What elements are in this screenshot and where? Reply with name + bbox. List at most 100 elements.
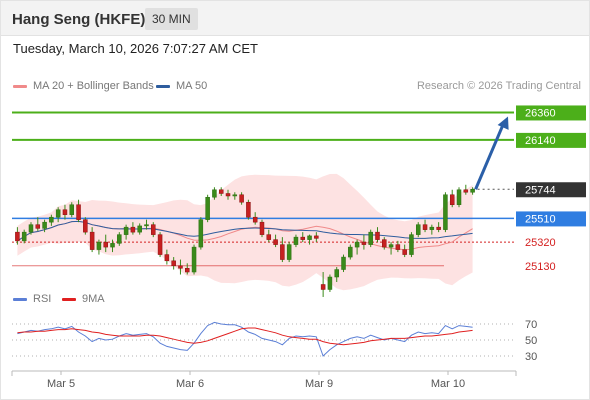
candle — [341, 254, 346, 273]
candle-body — [327, 276, 333, 290]
candle-body — [205, 196, 210, 220]
candle — [429, 224, 435, 235]
candle — [123, 224, 129, 240]
candle-body — [456, 189, 462, 205]
candle — [137, 223, 142, 235]
candle — [15, 227, 20, 245]
x-tick-label: Mar 10 — [431, 378, 465, 390]
level-label-25130: 25130 — [525, 261, 556, 273]
candle — [388, 242, 394, 255]
forecast-arrow-head — [497, 116, 509, 130]
candle — [252, 212, 258, 225]
candle — [76, 199, 81, 223]
legend-ma20-label: MA 20 + Bollinger Bands — [33, 80, 154, 92]
candle — [130, 222, 136, 235]
candle — [144, 219, 149, 230]
candle-body — [103, 241, 108, 248]
legend-ma50-label: MA 50 — [176, 80, 208, 92]
forecast-arrow-shaft — [474, 121, 506, 190]
timestamp: Tuesday, March 10, 2026 7:07:27 AM CET — [13, 41, 258, 56]
candle — [246, 199, 251, 220]
candle-body — [300, 236, 305, 240]
candle-body — [198, 219, 204, 248]
candle-body — [307, 235, 312, 240]
candle — [280, 237, 285, 263]
level-label-26140: 26140 — [525, 135, 556, 147]
candle-body — [171, 260, 176, 267]
candle-body — [239, 194, 244, 203]
candle — [225, 189, 231, 200]
legend-rsi: RSI — [13, 293, 51, 305]
candle-body — [225, 193, 231, 197]
candle-body — [76, 204, 81, 220]
instrument-title: Hang Seng (HKFE) — [12, 11, 146, 28]
level-label-box-26140 — [516, 132, 586, 148]
candle — [320, 272, 326, 297]
candle — [259, 219, 265, 238]
candle — [422, 219, 428, 233]
candle — [35, 217, 41, 231]
candle — [62, 204, 68, 220]
legend-9ma-swatch — [62, 297, 76, 301]
x-tick-label: Mar 9 — [305, 378, 333, 390]
candle-body — [320, 284, 326, 290]
candle-body — [422, 224, 428, 230]
candle-body — [395, 244, 401, 250]
candle-body — [368, 231, 373, 245]
candle-body — [21, 231, 27, 242]
candle-body — [314, 235, 319, 239]
timeframe-badge[interactable]: 30 MIN — [145, 8, 198, 30]
candle-body — [62, 209, 68, 215]
candle — [470, 187, 475, 195]
candle-body — [409, 234, 414, 255]
candle-body — [96, 241, 102, 250]
legend-9ma: 9MA — [62, 293, 105, 305]
candle-body — [212, 189, 217, 198]
candle — [382, 237, 387, 250]
level-label-box-26360 — [516, 105, 586, 121]
candle — [198, 217, 204, 250]
candle-body — [259, 221, 265, 235]
candle — [286, 242, 292, 263]
bollinger-band — [17, 173, 473, 291]
candle-body — [470, 189, 475, 193]
candle — [191, 244, 197, 275]
rsi-tick-30: 30 — [525, 351, 537, 363]
candle-body — [429, 226, 435, 230]
candle-body — [157, 234, 163, 255]
candle — [103, 234, 108, 253]
candle — [83, 217, 88, 235]
legend-9ma-label: 9MA — [82, 293, 105, 305]
candle-body — [110, 243, 115, 248]
candle — [456, 187, 462, 208]
candle-body — [28, 224, 34, 233]
candle — [436, 222, 441, 233]
candle-body — [463, 189, 469, 193]
candle — [55, 207, 61, 223]
candle — [185, 263, 190, 275]
candle — [416, 222, 421, 238]
candle-body — [361, 241, 367, 245]
candle — [205, 194, 210, 223]
candle-body — [69, 204, 74, 215]
candle-body — [280, 244, 285, 260]
candle — [402, 244, 407, 258]
candle — [395, 240, 401, 253]
candle — [157, 232, 163, 258]
candle-body — [246, 201, 251, 218]
candle — [171, 257, 176, 270]
candle — [348, 244, 353, 260]
candle — [327, 274, 333, 292]
candle-body — [443, 194, 448, 230]
candle-body — [130, 226, 136, 233]
candle — [49, 214, 54, 226]
candle — [21, 229, 27, 244]
candle-body — [341, 256, 346, 270]
legend-rsi-label: RSI — [33, 293, 52, 305]
candle-body — [402, 249, 407, 255]
candle — [96, 239, 102, 255]
candle — [164, 249, 170, 265]
candle — [375, 227, 380, 243]
candle — [443, 192, 448, 233]
